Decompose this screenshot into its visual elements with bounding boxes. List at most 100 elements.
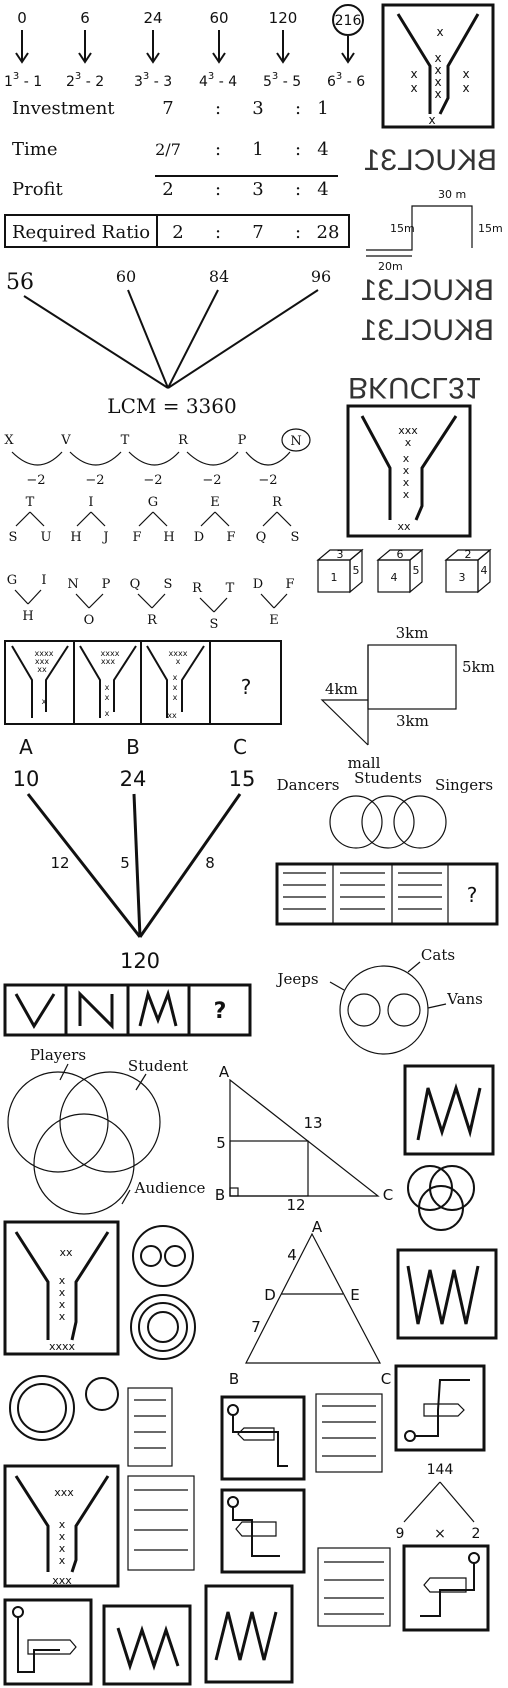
chain-letter-4: R [178,433,189,448]
svg-text:R: R [272,495,283,510]
svg-text:H: H [163,530,174,545]
pair-down-1: G I H [7,573,47,624]
sep: : [295,139,301,160]
svg-text:x: x [176,657,181,666]
tree-label-a: A [19,735,33,759]
venn-label-jeeps: Jeeps [275,970,318,988]
zigzag-box-2 [396,1248,498,1340]
svg-text:x: x [105,709,110,718]
svg-text:I: I [88,495,93,510]
lcm-value-60: 60 [116,267,136,286]
svg-text:x: x [173,683,178,692]
mirror-text-4: BKUCL31 [348,371,481,404]
tree-mult-c: 8 [205,854,215,872]
zigzag-question: ? [214,999,227,1024]
rt-side-12: 12 [286,1196,305,1214]
svg-text:D: D [194,530,204,545]
mirror-text-group: BKUCL31 BKUCL31 BKUCL31 BKUCL31 [348,144,497,404]
tri-label-c: C [381,1370,391,1388]
sep: : [295,222,301,243]
svg-text:xxxx: xxxx [101,649,120,658]
svg-text:5: 5 [413,564,420,577]
svg-text:T: T [26,495,35,510]
svg-text:x: x [59,1286,66,1299]
svg-text:x: x [428,113,435,127]
svg-text:xxx: xxx [52,1574,72,1587]
chain-letter-1: X [4,433,14,448]
svg-text:xxx: xxx [398,424,418,437]
route-left: 4km [325,680,358,698]
svg-text:x: x [59,1274,66,1287]
svg-text:F: F [132,530,141,545]
svg-text:x: x [403,476,410,489]
svg-text:U: U [41,530,52,545]
svg-text:x: x [434,51,441,65]
die-2: 6 4 5 [376,548,424,594]
svg-text:x: x [173,673,178,682]
svg-text:3: 3 [337,548,344,561]
svg-text:x: x [105,693,110,702]
rt-side-5: 5 [216,1134,226,1152]
svg-text:x: x [59,1554,66,1567]
profit-c: 4 [317,179,328,200]
svg-text:2: 2 [465,548,472,561]
svg-text:x: x [59,1530,66,1543]
tri-label-a: A [312,1218,323,1236]
factor-op: × [434,1526,446,1542]
svg-text:S: S [291,530,300,545]
funnel-figure-2: xxxx xxxx xx [346,404,472,538]
lcm-tree: 56 60 84 96 LCM = 3360 [6,267,331,418]
row-label-investment: Investment [12,98,115,119]
pencil-box-5 [3,1598,93,1686]
svg-text:S: S [164,577,173,592]
dim-right: 15m [478,222,503,235]
svg-text:6: 6 [397,548,404,561]
sep: : [215,139,221,160]
chain-step-1: −2 [26,473,45,488]
svg-text:F: F [285,577,294,592]
svg-text:H: H [22,609,33,624]
svg-text:xxxx: xxxx [169,649,188,658]
chain-step-2: −2 [85,473,104,488]
row-label-time: Time [12,139,57,160]
circle-figures [130,1225,196,1360]
rt-side-13: 13 [303,1114,322,1132]
svg-text:Q: Q [130,577,141,592]
venn-label-student: Student [128,1057,188,1075]
funnel-figure-1: x xx xxxx xx x [381,3,495,129]
svg-text:J: J [101,530,108,545]
venn-label-students: Students [354,769,422,787]
tree-value-b: 24 [120,767,147,791]
tri-label-e: E [350,1286,359,1304]
time-a: 2/7 [155,140,181,159]
sep: : [215,98,221,119]
factor-top: 144 [427,1462,454,1478]
route-map: 3km 5km 3km 4km mall [320,624,495,772]
chain-letter-2: V [60,433,71,448]
svg-text:I: I [41,573,46,588]
funnel-question: ? [241,675,252,699]
mirror-text-1: BKUCL31 [364,144,497,177]
venn-vehicles: Jeeps Cats Vans [275,946,483,1055]
tree-mult-a: 12 [50,854,69,872]
svg-text:x: x [405,436,412,449]
tree-result: 120 [120,949,160,973]
chain-step-4: −2 [202,473,221,488]
arrow-panel-1 [127,1387,173,1467]
zigzag-box-1 [403,1064,495,1156]
pencil-box-1 [220,1395,306,1481]
investment-c: 1 [317,98,328,119]
svg-text:x: x [410,67,417,81]
route-mid: 3km [396,712,429,730]
svg-text:G: G [7,573,17,588]
svg-text:x: x [410,81,417,95]
seq-formula-2: 23 - 2 [66,71,104,90]
svg-text:G: G [148,495,158,510]
svg-text:x: x [462,81,469,95]
answer-circle [332,4,364,36]
svg-text:R: R [147,613,158,628]
tri-label-b: B [229,1370,239,1388]
row-label-profit: Profit [12,179,64,200]
pair-up-2: I H J [70,495,108,545]
